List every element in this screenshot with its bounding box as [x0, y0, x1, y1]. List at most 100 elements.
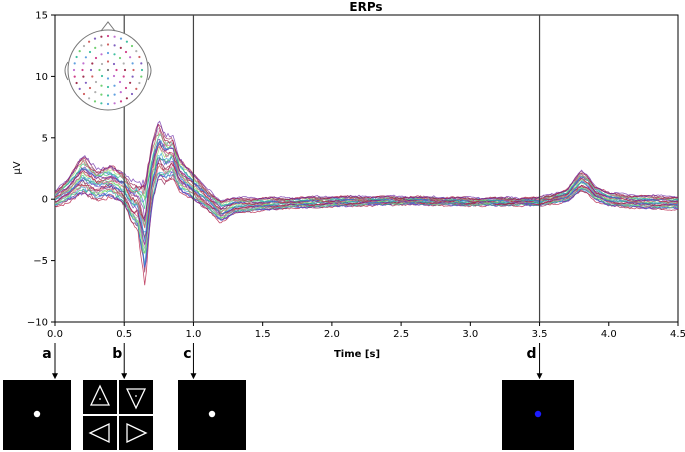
triangle-right-icon — [126, 422, 148, 444]
marker-letter: d — [527, 346, 537, 362]
electrode-dot — [98, 68, 101, 72]
x-tick-label: 0.5 — [116, 329, 132, 340]
electrode-dot — [119, 100, 123, 103]
electrode-dot — [106, 68, 110, 72]
erp-trace-line — [55, 145, 678, 229]
x-tick-label: 1.0 — [185, 329, 201, 340]
electrode-dot — [100, 35, 103, 38]
electrode-dot — [100, 84, 103, 87]
stimulus-panel-d — [502, 380, 574, 450]
electrode-dot — [78, 87, 81, 90]
electrode-dot — [88, 86, 92, 90]
electrode-dot — [113, 53, 116, 56]
electrode-dot — [113, 35, 116, 38]
electrode-dot — [82, 92, 86, 96]
electrode-dot — [113, 84, 116, 87]
electrode-dot — [75, 81, 78, 85]
erp-trace-line — [55, 120, 678, 202]
electrode-dot — [84, 56, 87, 59]
electrode-dot — [88, 40, 91, 43]
electrode-dot — [100, 93, 103, 96]
electrode-dot — [106, 94, 110, 97]
x-tick-label: 4.5 — [670, 329, 685, 340]
y-tick-label: 0 — [42, 195, 48, 206]
electrode-dot — [84, 81, 87, 84]
electrode-dot — [106, 77, 110, 80]
electrode-dot — [118, 56, 122, 60]
stimulus-panel-b — [83, 380, 153, 450]
cue-dot-icon — [534, 410, 542, 418]
fixation-dot-icon — [33, 410, 41, 418]
electrode-dots — [72, 34, 144, 106]
electrode-dot — [89, 68, 93, 72]
electrode-dot — [94, 80, 98, 84]
electrode-dot — [100, 74, 104, 78]
left-ear-icon — [64, 61, 69, 81]
electrode-dot — [75, 55, 78, 59]
electrode-dot — [113, 44, 116, 47]
electrode-dot — [124, 50, 128, 54]
electrode-dot — [100, 62, 104, 66]
electrode-dot — [73, 62, 76, 65]
x-tick-label: 3.5 — [532, 329, 548, 340]
x-axis-label: Time [s] — [334, 349, 380, 360]
electrode-dot — [100, 53, 103, 56]
x-tick-label: 0.0 — [47, 329, 63, 340]
erp-traces — [55, 120, 678, 286]
scalp-electrode-map — [64, 21, 152, 111]
electrode-dot — [72, 68, 76, 72]
electrode-dot — [106, 51, 110, 55]
electrode-dot — [106, 85, 110, 89]
electrode-dot — [82, 62, 85, 65]
electrode-dot — [113, 93, 116, 96]
y-tick-label: 10 — [35, 72, 48, 83]
x-tick-label: 3.0 — [462, 329, 478, 340]
right-ear-icon — [147, 61, 152, 81]
electrode-dot — [115, 68, 118, 72]
y-axis-label: µV — [12, 161, 23, 174]
electrode-dot — [119, 91, 122, 94]
fixation-dot-icon — [208, 410, 216, 418]
electrode-dot — [125, 40, 128, 43]
marker-letter: b — [112, 346, 122, 362]
y-tick-label: −5 — [33, 256, 48, 267]
electrode-dot — [118, 80, 122, 84]
electrode-dot — [82, 44, 86, 48]
electrode-dot — [135, 87, 138, 90]
x-tick-label: 2.5 — [393, 329, 409, 340]
y-tick-label: −10 — [27, 318, 48, 329]
electrode-dot — [138, 55, 141, 59]
electrode-dot — [130, 92, 134, 96]
electrode-dot — [106, 60, 110, 63]
electrode-dot — [119, 46, 122, 50]
electrode-dot — [124, 86, 128, 90]
electrode-dot — [91, 62, 94, 65]
marker-letter: a — [42, 346, 51, 362]
electrode-dot — [100, 102, 103, 105]
panel-b-quadrant — [119, 416, 153, 450]
electrode-dot — [125, 97, 128, 100]
electrode-dot — [131, 62, 134, 65]
triangle-up-icon — [89, 384, 111, 406]
electrode-dot — [106, 34, 110, 38]
electrode-dot — [140, 75, 143, 78]
x-tick-label: 1.5 — [255, 329, 271, 340]
electrode-dot — [132, 68, 135, 72]
electrode-dot — [122, 62, 125, 65]
electrode-dot — [122, 75, 125, 78]
electrode-dot — [119, 37, 123, 40]
electrode-dot — [106, 102, 110, 106]
electrode-dot — [100, 44, 103, 47]
chart-title: ERPs — [349, 0, 382, 14]
stimulus-markers: a b c d — [42, 343, 543, 380]
electrode-dot — [78, 50, 81, 53]
triangle-down-icon — [125, 388, 147, 410]
electrode-dot — [88, 97, 91, 100]
marker-letter: c — [183, 346, 191, 362]
stimulus-panel-c — [178, 380, 246, 450]
electrode-dot — [129, 81, 132, 84]
erp-trace-line — [55, 127, 678, 204]
electrode-dot — [88, 50, 92, 54]
electrode-dot — [140, 62, 143, 65]
